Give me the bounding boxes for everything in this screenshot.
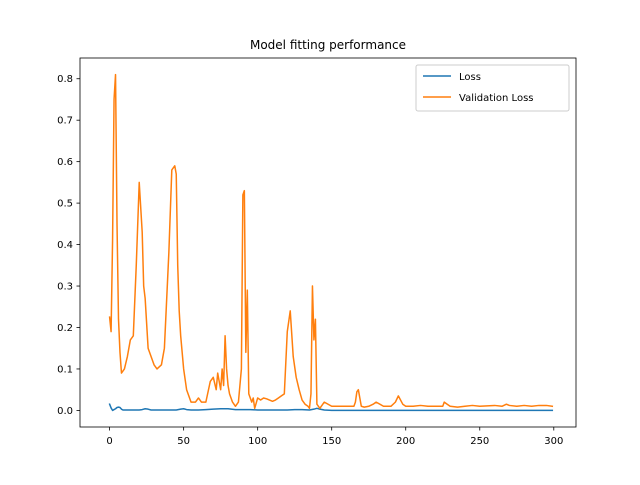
- y-tick-label: 0.3: [57, 282, 73, 293]
- legend-label-loss: Loss: [459, 72, 481, 83]
- x-tick-label: 300: [544, 436, 563, 447]
- x-tick-label: 250: [470, 436, 489, 447]
- legend-box: [415, 64, 570, 112]
- y-tick-label: 0.5: [57, 199, 73, 210]
- series-layer: [108, 73, 554, 412]
- y-axis-ticks: 0.0 0.1 0.2 0.3 0.4 0.5 0.6 0.7 0.8: [57, 74, 80, 417]
- y-tick-label: 0.8: [57, 74, 73, 85]
- x-tick-label: 100: [248, 436, 267, 447]
- y-tick-label: 0.7: [57, 116, 73, 127]
- y-tick-label: 0.0: [57, 406, 73, 417]
- series-line-loss: [108, 403, 554, 412]
- legend-label-validation-loss: Validation Loss: [459, 93, 534, 104]
- y-tick-label: 0.2: [57, 323, 73, 334]
- chart-title: Model fitting performance: [250, 38, 406, 52]
- x-tick-label: 150: [322, 436, 341, 447]
- y-tick-label: 0.1: [57, 364, 73, 375]
- x-tick-label: 200: [396, 436, 415, 447]
- plot-background: [80, 58, 576, 427]
- series-line-validation-loss: [108, 73, 554, 410]
- legend: Loss Validation Loss: [415, 64, 570, 112]
- y-tick-label: 0.6: [57, 157, 73, 168]
- x-tick-label: 50: [177, 436, 190, 447]
- y-tick-label: 0.4: [57, 240, 73, 251]
- x-tick-label: 0: [106, 436, 112, 447]
- x-axis-ticks: 0 50 100 150 200 250 300: [106, 427, 563, 447]
- plot-frame: [79, 57, 577, 428]
